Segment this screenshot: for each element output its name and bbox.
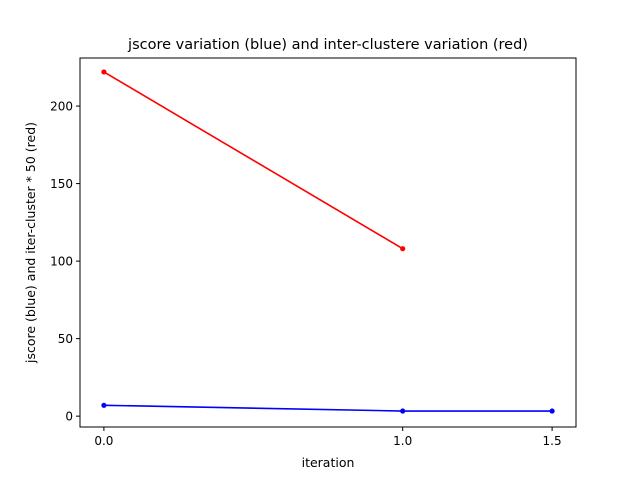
y-tick-label: 150: [50, 177, 73, 191]
x-tick-label: 1.0: [393, 434, 412, 448]
y-tick-label: 200: [50, 100, 73, 114]
plot-frame: [79, 57, 577, 428]
y-tick-label: 50: [58, 332, 73, 346]
series-1-point: [549, 408, 555, 414]
series-0-point: [101, 69, 107, 75]
series-1-point: [400, 408, 406, 414]
x-tick-label: 1.5: [543, 434, 562, 448]
x-axis-label: iteration: [302, 455, 355, 470]
series-0-point: [400, 246, 406, 252]
y-tick-label: 100: [50, 255, 73, 269]
x-tick-label: 0.0: [94, 434, 113, 448]
series-1-point: [101, 402, 107, 408]
y-axis-label: jscore (blue) and iter-cluster * 50 (red…: [23, 122, 38, 364]
y-tick-label: 0: [65, 410, 73, 424]
series-0-line: [103, 71, 404, 250]
chart-title: jscore variation (blue) and inter-cluste…: [127, 37, 528, 53]
plot-area: 0.0 1.0 1.5 0 50 100 150 200: [50, 69, 562, 448]
